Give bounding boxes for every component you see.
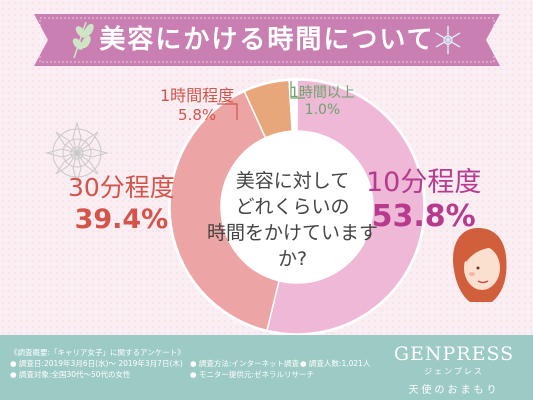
chart-center-question: 美容に対して どれくらいの 時間をかけていますか? (205, 168, 380, 272)
brand-name: GENPRESS (393, 343, 515, 365)
slice-label-over-1hour: 1時間以上 1.0% (290, 82, 355, 118)
slice-value-over-1hour: 1.0% (304, 102, 341, 118)
brand-tagline: 天使のおまもり (408, 385, 500, 396)
slice-label-1hour: 1時間程度 5.8% (160, 82, 234, 124)
survey-title: 《調査概要:「キャリア女子」に関するアンケート》 (10, 348, 185, 357)
survey-method: ● 調査方法:インターネット調査 (190, 359, 299, 368)
page-title: 美容にかける時間について (99, 25, 435, 55)
slice-category-10min: 10分程度 (366, 167, 482, 198)
slice-category-1hour: 1時間程度 (160, 86, 235, 105)
snowflake-icon (435, 26, 461, 54)
brand-logo: GENPRESS ジェンプレス 天使のおまもり (389, 343, 519, 396)
donut-chart (168, 78, 426, 335)
woman-avatar-illustration (453, 228, 507, 302)
leaf-sprig-icon (72, 21, 94, 59)
slice-value-10min: 53.8% (371, 199, 476, 234)
center-question-line-3: 時間をかけていますか? (206, 222, 378, 270)
flower-icon (45, 121, 109, 185)
ribbon-shape (34, 14, 500, 66)
survey-row-1: ● 調査日:2019年3月6日(水)〜 2019年3月7日(木) ● 調査方法:… (10, 358, 370, 369)
survey-provider: ● モニター提供元:ゼネラルリサーチ (190, 370, 314, 379)
leader-line-over-1hour (290, 81, 305, 99)
slice-label-30min: 30分程度 39.4% (68, 168, 175, 235)
slice-category-30min: 30分程度 (68, 173, 175, 202)
slice-value-1hour: 5.8% (178, 106, 217, 124)
slice-category-over-1hour: 1時間以上 (290, 85, 355, 101)
donut-hole (221, 131, 373, 283)
title-ribbon: 美容にかける時間について (34, 14, 500, 66)
footer-band: 《調査概要:「キャリア女子」に関するアンケート》 ● 調査日:2019年3月6日… (0, 335, 533, 400)
survey-notes: 《調査概要:「キャリア女子」に関するアンケート》 ● 調査日:2019年3月6日… (10, 347, 370, 380)
slice-label-10min: 10分程度 53.8% (366, 160, 481, 234)
brand-kana: ジェンプレス (424, 367, 484, 376)
center-question-line-2: どれくらいの (235, 196, 350, 218)
slice-value-30min: 39.4% (74, 204, 169, 235)
slice-30min (169, 90, 280, 332)
survey-period: ● 調査日:2019年3月6日(水)〜 2019年3月7日(木) (10, 359, 183, 368)
center-question-line-1: 美容に対して (235, 170, 350, 192)
survey-row-2: ● 調査対象:全国30代〜50代の女性 ● モニター提供元:ゼネラルリサーチ (10, 369, 314, 380)
survey-target: ● 調査対象:全国30代〜50代の女性 (10, 370, 131, 379)
leader-line-1hour (217, 103, 238, 120)
survey-count: ● 調査人数:1,021人 (300, 359, 371, 368)
